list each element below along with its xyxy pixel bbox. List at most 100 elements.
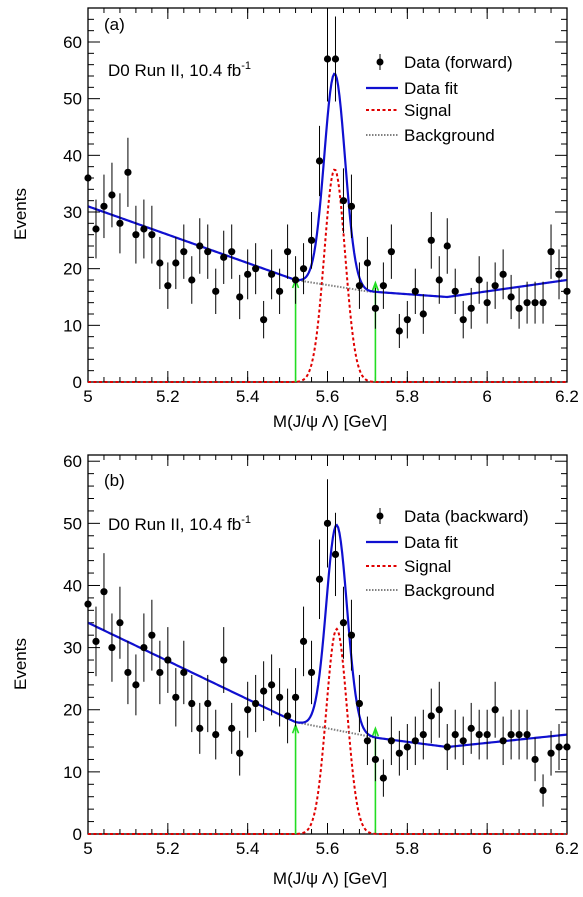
y-tick-label: 60 bbox=[63, 452, 82, 471]
panel-label: (b) bbox=[104, 471, 125, 490]
legend-label-signal: Signal bbox=[404, 557, 451, 576]
data-point bbox=[395, 749, 403, 757]
data-point bbox=[283, 248, 292, 256]
data-point bbox=[507, 293, 515, 301]
y-tick-label: 60 bbox=[63, 33, 82, 52]
data-point bbox=[84, 600, 92, 608]
data-point bbox=[475, 276, 483, 284]
data-point bbox=[539, 786, 547, 795]
data-point bbox=[555, 743, 563, 751]
data-point bbox=[156, 668, 164, 677]
y-axis-label: Events bbox=[11, 638, 30, 690]
data-point bbox=[100, 202, 108, 210]
data-point bbox=[268, 270, 276, 278]
x-tick-label: 6.2 bbox=[555, 387, 579, 406]
data-point bbox=[411, 737, 419, 745]
data-point bbox=[92, 637, 100, 645]
luminosity-exponent: -1 bbox=[241, 60, 251, 72]
data-point bbox=[331, 55, 340, 63]
data-point bbox=[148, 631, 156, 639]
data-point bbox=[180, 248, 188, 256]
data-point bbox=[268, 681, 276, 689]
data-point bbox=[435, 276, 443, 284]
data-point bbox=[260, 316, 268, 324]
legend: Data (forward) Data fit Signal Backgroun… bbox=[366, 53, 513, 145]
data-points bbox=[84, 479, 571, 807]
data-point bbox=[371, 304, 379, 312]
data-point bbox=[339, 197, 348, 205]
data-point bbox=[531, 755, 539, 764]
data-point bbox=[220, 253, 228, 261]
data-point bbox=[260, 687, 268, 695]
experiment-label: D0 Run II, 10.4 fb-1 bbox=[108, 514, 251, 534]
data-point bbox=[491, 282, 499, 290]
data-point bbox=[299, 637, 308, 645]
window-arrow-head bbox=[371, 726, 380, 737]
data-point bbox=[323, 519, 332, 527]
data-point bbox=[483, 730, 491, 739]
data-point bbox=[307, 668, 316, 677]
data-point bbox=[283, 712, 292, 720]
data-point bbox=[124, 668, 132, 677]
data-point bbox=[220, 656, 228, 664]
data-point bbox=[132, 231, 140, 239]
data-point bbox=[323, 55, 332, 63]
x-axis-label: M(J/ψ Λ) [GeV] bbox=[273, 869, 387, 888]
x-axis-label: M(J/ψ Λ) [GeV] bbox=[273, 412, 387, 431]
x-tick-label: 6.2 bbox=[555, 839, 579, 858]
y-tick-label: 30 bbox=[63, 639, 82, 658]
data-point bbox=[435, 706, 443, 714]
y-tick-label: 0 bbox=[73, 373, 82, 392]
data-point bbox=[212, 287, 220, 295]
data-point bbox=[188, 276, 196, 284]
legend-label-data: Data (backward) bbox=[404, 507, 529, 526]
x-tick-label: 6 bbox=[482, 839, 491, 858]
data-point bbox=[547, 749, 555, 757]
data-point bbox=[172, 259, 180, 267]
data-point bbox=[164, 282, 172, 290]
x-tick-label: 5.4 bbox=[236, 839, 260, 858]
luminosity-exponent: -1 bbox=[241, 514, 251, 526]
data-point bbox=[379, 774, 387, 782]
x-tick-label: 5.8 bbox=[396, 387, 420, 406]
data-point bbox=[140, 644, 148, 652]
data-point bbox=[196, 724, 204, 732]
data-point bbox=[539, 299, 547, 307]
legend-label-background: Background bbox=[404, 126, 495, 145]
y-tick-label: 0 bbox=[73, 825, 82, 844]
data-point bbox=[252, 699, 260, 708]
tick-labels: 5 5.2 5.4 5.6 5.8 6 6.2 0 10 20 30 40 50 60 bbox=[63, 452, 579, 858]
data-point bbox=[204, 248, 212, 256]
panel-b: 5 5.2 5.4 5.6 5.8 6 6.2 0 10 20 30 40 50 60 (b) D0 Ru… bbox=[11, 452, 579, 888]
data-point bbox=[140, 225, 148, 233]
data-point bbox=[499, 737, 507, 745]
data-point bbox=[339, 619, 348, 627]
data-point bbox=[427, 236, 435, 244]
data-point bbox=[403, 743, 411, 751]
legend-label-signal: Signal bbox=[404, 101, 451, 120]
data-point bbox=[403, 316, 411, 324]
data-point bbox=[116, 619, 124, 627]
data-point bbox=[427, 712, 435, 720]
data-point bbox=[228, 248, 236, 256]
data-point bbox=[172, 693, 180, 701]
data-point bbox=[180, 668, 188, 677]
signal-curve bbox=[88, 627, 567, 835]
data-point bbox=[116, 219, 124, 227]
legend-label-background: Background bbox=[404, 581, 495, 600]
data-point bbox=[467, 304, 475, 312]
data-point bbox=[236, 293, 244, 301]
data-point bbox=[523, 730, 531, 739]
fit-curves bbox=[87, 72, 568, 383]
x-tick-label: 5.6 bbox=[316, 839, 340, 858]
data-point bbox=[387, 737, 395, 745]
legend-label-fit: Data fit bbox=[404, 79, 458, 98]
experiment-text: D0 Run II, 10.4 fb bbox=[108, 515, 241, 534]
x-tick-label: 6 bbox=[482, 387, 491, 406]
data-point bbox=[252, 265, 260, 273]
data-point bbox=[315, 157, 324, 165]
data-point bbox=[347, 202, 356, 210]
data-point bbox=[467, 724, 475, 732]
data-point bbox=[148, 231, 156, 239]
